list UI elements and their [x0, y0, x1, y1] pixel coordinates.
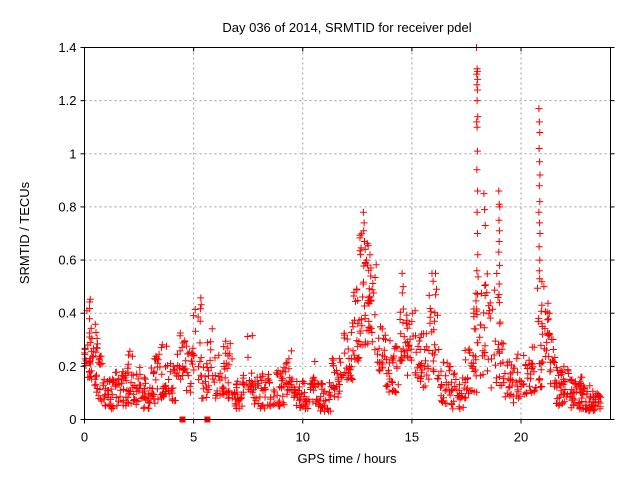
y-tick-label: 0.4: [58, 306, 76, 321]
y-tick-label: 0.8: [58, 199, 76, 214]
y-tick-label: 1.2: [58, 93, 76, 108]
y-tick-label: 1: [69, 146, 76, 161]
x-tick-label: 0: [81, 430, 88, 445]
y-tick-label: 0: [69, 412, 76, 427]
y-tick-label: 1.4: [58, 40, 76, 55]
chart-title: Day 036 of 2014, SRMTID for receiver pde…: [222, 20, 472, 35]
plot-border: [84, 47, 611, 420]
x-tick-label: 15: [405, 430, 419, 445]
x-tick-label: 20: [514, 430, 528, 445]
x-axis-label: GPS time / hours: [297, 451, 397, 466]
y-tick-label: 0.6: [58, 253, 76, 268]
x-tick-label: 5: [190, 430, 197, 445]
x-tick-label: 10: [296, 430, 310, 445]
y-tick-label: 0.2: [58, 359, 76, 374]
scatter-series-plus: [81, 44, 605, 415]
